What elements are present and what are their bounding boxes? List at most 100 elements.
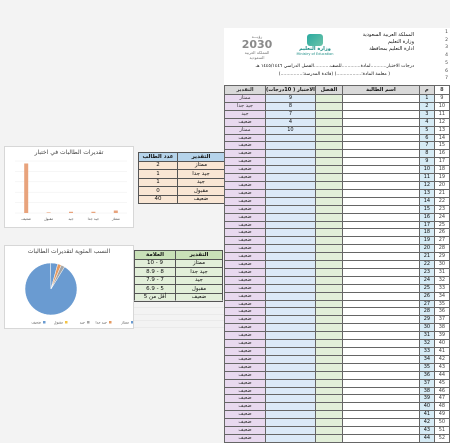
- estimate-cell[interactable]: ضعيف: [224, 433, 266, 443]
- table-cell[interactable]: 10 - 9: [134, 258, 176, 268]
- student-name-cell[interactable]: [341, 141, 420, 151]
- student-name-cell[interactable]: [341, 133, 420, 143]
- student-name-cell[interactable]: [341, 157, 420, 167]
- test-score-cell[interactable]: [265, 157, 316, 167]
- table-cell[interactable]: ضعيف: [177, 194, 225, 204]
- estimate-cell[interactable]: ضعيف: [224, 275, 266, 285]
- class-cell[interactable]: [314, 299, 343, 309]
- class-cell[interactable]: [314, 291, 343, 301]
- test-score-cell[interactable]: [265, 141, 316, 151]
- row-number[interactable]: 38: [433, 323, 450, 333]
- row-number[interactable]: 43: [433, 362, 450, 372]
- student-name-cell[interactable]: [341, 378, 420, 388]
- estimate-cell[interactable]: ضعيف: [224, 188, 266, 198]
- test-score-cell[interactable]: [265, 220, 316, 230]
- class-cell[interactable]: [314, 157, 343, 167]
- test-score-cell[interactable]: [265, 323, 316, 333]
- estimate-cell[interactable]: ضعيف: [224, 323, 266, 333]
- estimate-cell[interactable]: ضعيف: [224, 204, 266, 214]
- table-cell[interactable]: مقبول: [177, 186, 225, 196]
- estimate-cell[interactable]: ضعيف: [224, 370, 266, 380]
- student-name-cell[interactable]: [341, 212, 420, 222]
- class-cell[interactable]: [314, 283, 343, 293]
- test-score-cell[interactable]: [265, 275, 316, 285]
- row-number[interactable]: 6: [445, 68, 448, 74]
- row-number[interactable]: 50: [433, 418, 450, 428]
- row-number[interactable]: 37: [433, 315, 450, 325]
- test-score-cell[interactable]: [265, 339, 316, 348]
- estimate-cell[interactable]: ضعيف: [224, 347, 266, 356]
- test-score-cell[interactable]: [265, 267, 316, 277]
- test-score-cell[interactable]: [265, 291, 316, 301]
- row-number[interactable]: 20: [433, 180, 450, 190]
- class-cell[interactable]: [314, 94, 343, 103]
- row-number[interactable]: 17: [433, 157, 450, 167]
- test-score-cell[interactable]: [265, 149, 316, 159]
- estimate-cell[interactable]: ضعيف: [224, 180, 266, 190]
- class-cell[interactable]: [314, 418, 343, 428]
- row-number[interactable]: 3: [445, 45, 448, 51]
- test-score-cell[interactable]: [265, 354, 316, 364]
- student-name-cell[interactable]: [341, 149, 420, 159]
- estimate-cell[interactable]: ضعيف: [224, 236, 266, 246]
- estimate-cell[interactable]: ضعيف: [224, 133, 266, 143]
- row-number[interactable]: 15: [433, 141, 450, 151]
- student-name-cell[interactable]: [341, 291, 420, 301]
- estimate-cell[interactable]: ممتاز: [224, 94, 266, 103]
- test-score-cell[interactable]: [265, 228, 316, 238]
- test-score-cell[interactable]: [265, 307, 316, 317]
- row-number[interactable]: 39: [433, 331, 450, 341]
- class-cell[interactable]: [314, 433, 343, 443]
- test-score-cell[interactable]: [265, 180, 316, 190]
- class-cell[interactable]: [314, 315, 343, 325]
- row-number[interactable]: 13: [433, 125, 450, 135]
- student-name-cell[interactable]: [341, 244, 420, 254]
- test-score-cell[interactable]: [265, 418, 316, 428]
- row-number[interactable]: 11: [433, 109, 450, 119]
- class-cell[interactable]: [314, 212, 343, 222]
- row-number[interactable]: 44: [433, 370, 450, 380]
- class-cell[interactable]: [314, 260, 343, 269]
- estimate-cell[interactable]: ضعيف: [224, 244, 266, 254]
- estimate-cell[interactable]: ضعيف: [224, 141, 266, 151]
- class-cell[interactable]: [314, 141, 343, 151]
- test-score-cell[interactable]: [265, 252, 316, 262]
- student-name-cell[interactable]: [341, 196, 420, 206]
- row-number[interactable]: 12: [433, 117, 450, 127]
- test-score-cell[interactable]: [265, 244, 316, 254]
- estimate-cell[interactable]: ضعيف: [224, 165, 266, 175]
- row-number[interactable]: 30: [433, 260, 450, 269]
- row-number[interactable]: 40: [433, 339, 450, 348]
- table-cell[interactable]: 7.9 - 7: [134, 275, 176, 285]
- row-number[interactable]: 16: [433, 149, 450, 159]
- row-number[interactable]: 36: [433, 307, 450, 317]
- test-score-cell[interactable]: [265, 299, 316, 309]
- student-name-cell[interactable]: [341, 228, 420, 238]
- estimate-cell[interactable]: ضعيف: [224, 331, 266, 341]
- estimate-cell[interactable]: ضعيف: [224, 252, 266, 262]
- table-cell[interactable]: جيد: [177, 177, 225, 187]
- test-score-cell[interactable]: 10: [265, 125, 316, 135]
- row-number[interactable]: 26: [433, 228, 450, 238]
- test-score-cell[interactable]: [265, 204, 316, 214]
- estimate-cell[interactable]: ضعيف: [224, 228, 266, 238]
- estimate-cell[interactable]: جيد جدا: [224, 101, 266, 111]
- row-number[interactable]: 9: [433, 94, 450, 103]
- class-cell[interactable]: [314, 386, 343, 396]
- estimate-cell[interactable]: ضعيف: [224, 362, 266, 372]
- estimate-cell[interactable]: ضعيف: [224, 173, 266, 182]
- student-name-cell[interactable]: [341, 180, 420, 190]
- student-name-cell[interactable]: [341, 117, 420, 127]
- table-cell[interactable]: 1: [138, 177, 178, 187]
- estimate-cell[interactable]: ضعيف: [224, 291, 266, 301]
- table-cell[interactable]: 2: [138, 160, 178, 170]
- row-number[interactable]: 23: [433, 204, 450, 214]
- class-cell[interactable]: [314, 244, 343, 254]
- row-number[interactable]: 35: [433, 299, 450, 309]
- class-cell[interactable]: [314, 252, 343, 262]
- class-cell[interactable]: [314, 402, 343, 412]
- test-score-cell[interactable]: [265, 402, 316, 412]
- row-number[interactable]: 41: [433, 347, 450, 356]
- test-score-cell[interactable]: [265, 212, 316, 222]
- class-cell[interactable]: [314, 347, 343, 356]
